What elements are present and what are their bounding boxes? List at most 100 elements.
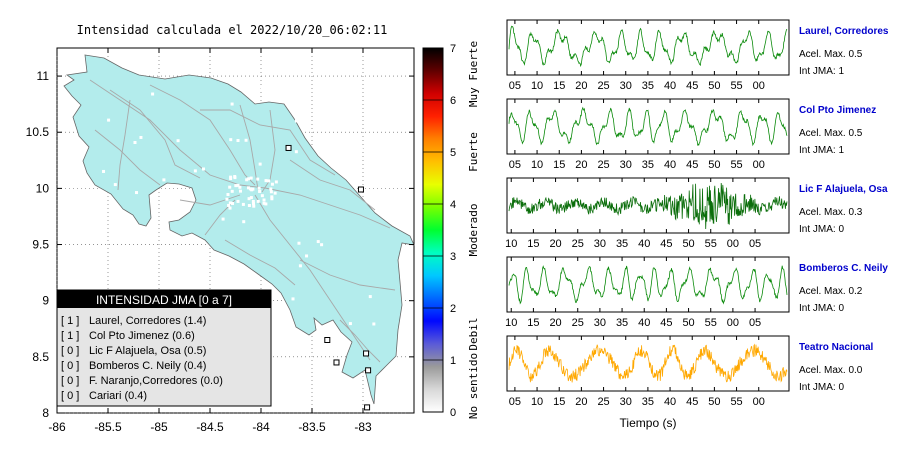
station-marker xyxy=(357,186,364,193)
road-network xyxy=(89,79,396,363)
waveform-x-tick-label: 25 xyxy=(572,317,584,329)
colorbar-category-label: Fuerte xyxy=(467,132,480,172)
station-marker xyxy=(363,350,370,357)
locality-dot xyxy=(258,189,262,193)
locality-dot xyxy=(269,190,273,194)
waveform-x-tick-label: 10 xyxy=(531,396,543,408)
waveform-x-tick-label: 40 xyxy=(638,317,650,329)
locality-dot xyxy=(368,295,372,299)
colorbar-category-label: No sentido xyxy=(467,353,480,419)
locality-dot xyxy=(359,146,363,150)
waveform-frame xyxy=(506,335,790,392)
locality-dot xyxy=(113,183,117,187)
locality-dot xyxy=(151,92,155,96)
locality-dot xyxy=(193,169,197,173)
locality-dot xyxy=(246,186,250,190)
int-jma-label: Int JMA: 0 xyxy=(799,382,844,393)
acel-max-label: Acel. Max. 0.5 xyxy=(799,128,863,139)
colorbar-tick-label: 0 xyxy=(450,407,456,419)
waveform-x-tick-label: 55 xyxy=(730,159,742,171)
locality-dot xyxy=(260,194,264,198)
waveform-x-tick-label: 45 xyxy=(686,396,698,408)
waveform-x-tick-label: 15 xyxy=(553,159,565,171)
locality-dot xyxy=(256,177,260,181)
locality-dot xyxy=(262,201,266,205)
waveform-panel: 05 10 15 20 25 30 35 40 45 50 55 00 Col Pto Jimenez A… xyxy=(506,98,876,171)
waveform-x-tick-label: 45 xyxy=(686,159,698,171)
locality-dot xyxy=(372,322,376,326)
locality-dot xyxy=(228,201,232,205)
locality-dot xyxy=(230,102,234,106)
station-marker xyxy=(285,144,292,151)
locality-dot xyxy=(242,220,246,224)
locality-dot xyxy=(221,217,225,221)
legend-rows: [ 1 ] Laurel, Corredores (1.4) [ 1 ] Col Pt… xyxy=(61,315,223,402)
waveform-x-tick-label: 50 xyxy=(708,159,720,171)
waveform-x-tick-label: 20 xyxy=(575,80,587,92)
waveform-x-tick-label: 00 xyxy=(753,80,765,92)
legend-entry-label: Bomberos C. Neily (0.4) xyxy=(89,360,206,372)
locality-dot xyxy=(270,182,274,186)
locality-dot xyxy=(231,201,235,205)
legend-entry-label: F. Naranjo,Corredores (0.0) xyxy=(89,375,223,387)
locality-dot xyxy=(250,188,254,192)
waveform-x-tick-label: 45 xyxy=(660,238,672,250)
colorbar-ticks: 0 1 2 3 4 5 6 7 xyxy=(423,43,456,419)
waveform-trace xyxy=(508,182,788,230)
legend-entry-code: [ 0 ] xyxy=(61,390,79,402)
colorbar-tick-label: 4 xyxy=(450,199,456,211)
waveform-x-tick-label: 30 xyxy=(620,80,632,92)
waveform-x-tick-label: 45 xyxy=(686,80,698,92)
locality-dot xyxy=(273,191,277,195)
locality-dot xyxy=(316,240,320,244)
locality-dot xyxy=(234,184,238,188)
colorbar-tick-label: 2 xyxy=(450,303,456,315)
map-x-tick-label: -83.5 xyxy=(298,420,326,434)
map-y-tick-label: 11 xyxy=(37,69,50,83)
locality-dot xyxy=(162,178,166,182)
waveform-x-tick-label: 00 xyxy=(753,396,765,408)
waveform-x-tick-label: 40 xyxy=(664,159,676,171)
waveform-panel: 10 15 20 25 30 35 40 45 50 55 00 05 Bomberos C. Neil… xyxy=(505,256,888,329)
station-name-label: Teatro Nacional xyxy=(799,342,873,353)
waveform-x-tick-label: 05 xyxy=(509,396,521,408)
locality-dot xyxy=(377,127,381,131)
waveform-x-tick-label: 20 xyxy=(549,317,561,329)
colorbar xyxy=(422,47,444,413)
station-name-label: Col Pto Jimenez xyxy=(799,105,876,116)
waveform-x-tick-label: 35 xyxy=(642,396,654,408)
colorbar-panel: 0 1 2 3 4 5 6 7 No sentido Debil Moderado Fuerte Mu… xyxy=(422,41,480,419)
station-name-label: Laurel, Corredores xyxy=(799,26,889,37)
map-x-tick-label: -83 xyxy=(354,420,372,434)
waveform-x-tick-label: 15 xyxy=(553,80,565,92)
locality-dot xyxy=(241,202,245,206)
locality-dot xyxy=(251,199,255,203)
colorbar-tick-label: 1 xyxy=(450,355,456,367)
station-marker xyxy=(365,367,372,374)
waveform-x-tick-label: 10 xyxy=(531,159,543,171)
waveform-x-tick-label: 10 xyxy=(505,238,517,250)
waveform-x-tick-label: 30 xyxy=(620,159,632,171)
map-x-ticks: -86 -85.5 -85 -84.5 -84 -83.5 -83 xyxy=(48,48,372,434)
acel-max-label: Acel. Max. 0.2 xyxy=(799,286,863,297)
station-name-label: Lic F Alajuela, Osa xyxy=(799,184,888,195)
locality-dot xyxy=(233,175,237,179)
waveform-frame xyxy=(506,177,790,234)
locality-dot xyxy=(315,112,319,116)
waveform-panels: 05 10 15 20 25 30 35 40 45 50 55 00 Laurel, Corredor… xyxy=(505,19,889,408)
locality-dot xyxy=(249,196,253,200)
int-jma-label: Int JMA: 0 xyxy=(799,303,844,314)
locality-dot xyxy=(264,202,268,206)
legend-entry-code: [ 0 ] xyxy=(61,375,79,387)
waveform-x-tick-label: 15 xyxy=(527,238,539,250)
locality-dot xyxy=(348,322,352,326)
acel-max-label: Acel. Max. 0.0 xyxy=(799,365,863,376)
locality-dot xyxy=(290,99,294,103)
locality-dot xyxy=(294,119,298,123)
waveform-x-tick-label: 45 xyxy=(660,317,672,329)
acel-max-label: Acel. Max. 0.5 xyxy=(799,49,863,60)
int-jma-label: Int JMA: 0 xyxy=(799,224,844,235)
locality-dot xyxy=(252,204,256,208)
locality-dot xyxy=(226,193,230,197)
